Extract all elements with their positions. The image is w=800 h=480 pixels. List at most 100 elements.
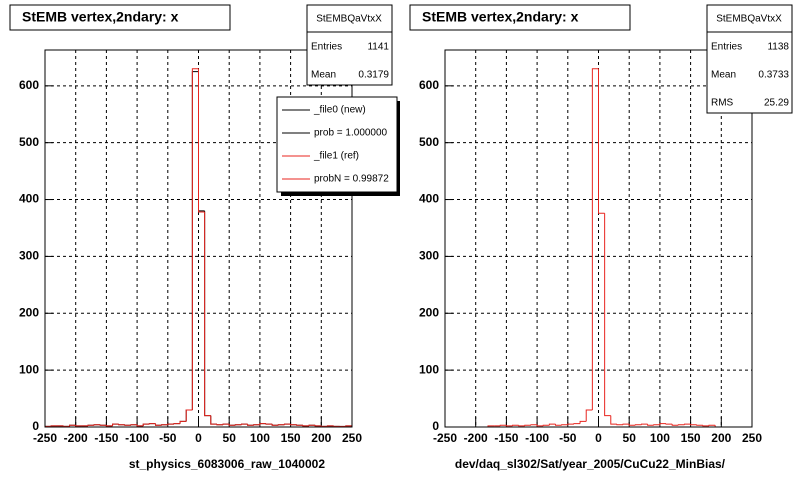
chart-title: StEMB vertex,2ndary: x xyxy=(422,9,579,25)
histogram-bin xyxy=(524,424,531,426)
histogram-bin xyxy=(542,424,550,426)
x-tick-label: 100 xyxy=(250,431,270,445)
x-tick-label: -150 xyxy=(94,431,118,445)
y-tick-label: 600 xyxy=(419,78,439,92)
histogram-bin xyxy=(265,423,273,425)
histogram-bin xyxy=(308,424,316,426)
histogram-bin xyxy=(647,424,654,426)
histogram-bin xyxy=(105,425,113,427)
histogram-bin xyxy=(616,424,624,426)
histogram-bin xyxy=(62,425,70,427)
x-tick-label: 250 xyxy=(342,431,362,445)
y-tick-label: 400 xyxy=(419,192,439,206)
histogram-bin xyxy=(677,424,685,426)
stats-name: StEMBQaVtxX xyxy=(316,14,382,25)
stats-box xyxy=(706,4,793,114)
y-tick-label: 300 xyxy=(19,249,39,263)
histogram-bin xyxy=(561,424,568,426)
stats-value: 25.29 xyxy=(764,98,789,109)
stats-label: Mean xyxy=(711,70,736,81)
stats-label: Mean xyxy=(311,70,336,81)
histogram-bin xyxy=(130,424,138,426)
histogram-bin xyxy=(173,423,181,425)
legend-label: prob = 1.000000 xyxy=(314,128,388,139)
histogram-bin xyxy=(518,425,525,427)
stats-value: 0.3733 xyxy=(758,70,789,81)
y-tick-label: 600 xyxy=(19,78,39,92)
histogram-bin xyxy=(124,424,131,426)
stats-label: Entries xyxy=(711,42,742,53)
histogram-bin xyxy=(665,423,673,425)
x-tick-label: 200 xyxy=(711,431,731,445)
histogram-bin xyxy=(548,423,556,426)
histogram-bin xyxy=(628,424,636,426)
histogram-bin xyxy=(333,425,340,427)
histogram-bin xyxy=(222,423,230,425)
y-tick-label: 500 xyxy=(19,135,39,149)
x-tick-label: -100 xyxy=(125,431,149,445)
legend-label: _file1 (ref) xyxy=(313,151,359,162)
histogram-bin xyxy=(708,424,716,426)
y-tick-label: 400 xyxy=(19,192,39,206)
x-tick-label: 50 xyxy=(623,431,637,445)
histogram-bin xyxy=(671,424,679,426)
histogram-bin xyxy=(99,424,107,426)
histogram-bin xyxy=(87,424,95,426)
histogram-bin xyxy=(167,423,174,425)
histogram-bin xyxy=(198,68,205,213)
histogram-bin xyxy=(216,424,224,426)
x-tick-label: 100 xyxy=(650,431,670,445)
histogram-bin xyxy=(640,423,648,425)
histogram-bin xyxy=(161,424,168,426)
stats-label: RMS xyxy=(711,98,734,109)
histogram-bin xyxy=(610,415,617,425)
histogram-bin xyxy=(314,425,322,427)
stats-label: Entries xyxy=(311,42,342,53)
histogram-bin xyxy=(622,423,630,425)
histogram-bin xyxy=(148,423,156,425)
histogram-bin xyxy=(283,423,291,425)
y-tick-label: 0 xyxy=(432,419,439,433)
histogram-bin xyxy=(683,423,691,425)
histogram-bin xyxy=(210,415,217,425)
y-tick-label: 500 xyxy=(419,135,439,149)
stats-box xyxy=(306,4,393,86)
histogram-bin xyxy=(702,425,710,427)
stats-value: 0.3179 xyxy=(358,70,389,81)
histogram-bin xyxy=(118,424,125,426)
histogram-bin xyxy=(326,425,334,427)
x-tick-label: 50 xyxy=(223,431,237,445)
histogram-bin xyxy=(690,424,697,426)
stats-value: 1141 xyxy=(367,42,389,53)
x-tick-label: 150 xyxy=(281,431,301,445)
histogram-bin xyxy=(155,423,162,426)
histogram-bin xyxy=(290,424,297,426)
x-tick-label: -250 xyxy=(33,431,57,445)
chart-title: StEMB vertex,2ndary: x xyxy=(22,9,179,25)
histogram-bin xyxy=(253,424,260,426)
histogram-bin xyxy=(585,409,593,422)
histogram-bin xyxy=(93,424,101,426)
histogram-bin xyxy=(302,425,310,427)
x-tick-label: -200 xyxy=(464,431,488,445)
x-tick-label: 250 xyxy=(742,431,762,445)
histogram-bin xyxy=(271,424,279,426)
x-tick-label: 150 xyxy=(681,431,701,445)
histogram-bin xyxy=(191,68,199,410)
x-tick-label: 200 xyxy=(311,431,331,445)
histogram-bin xyxy=(604,213,611,417)
histogram-bin xyxy=(591,68,599,410)
histogram-bin xyxy=(142,423,150,426)
pad: -250 -200 -150 -100 -50 0 50 100 150 200 250 0 100 20… xyxy=(9,4,400,471)
histogram-bin xyxy=(234,424,242,426)
histogram-bin xyxy=(512,424,519,426)
histogram-bin xyxy=(277,424,285,426)
stats-name: StEMBQaVtxX xyxy=(716,14,782,25)
histogram-bin xyxy=(296,424,303,426)
title-box xyxy=(9,4,231,31)
frame-border xyxy=(444,49,753,428)
histogram-bin xyxy=(259,423,267,425)
histogram-bin xyxy=(136,424,144,427)
histogram-bin xyxy=(555,424,562,426)
x-tick-label: 0 xyxy=(195,431,202,445)
